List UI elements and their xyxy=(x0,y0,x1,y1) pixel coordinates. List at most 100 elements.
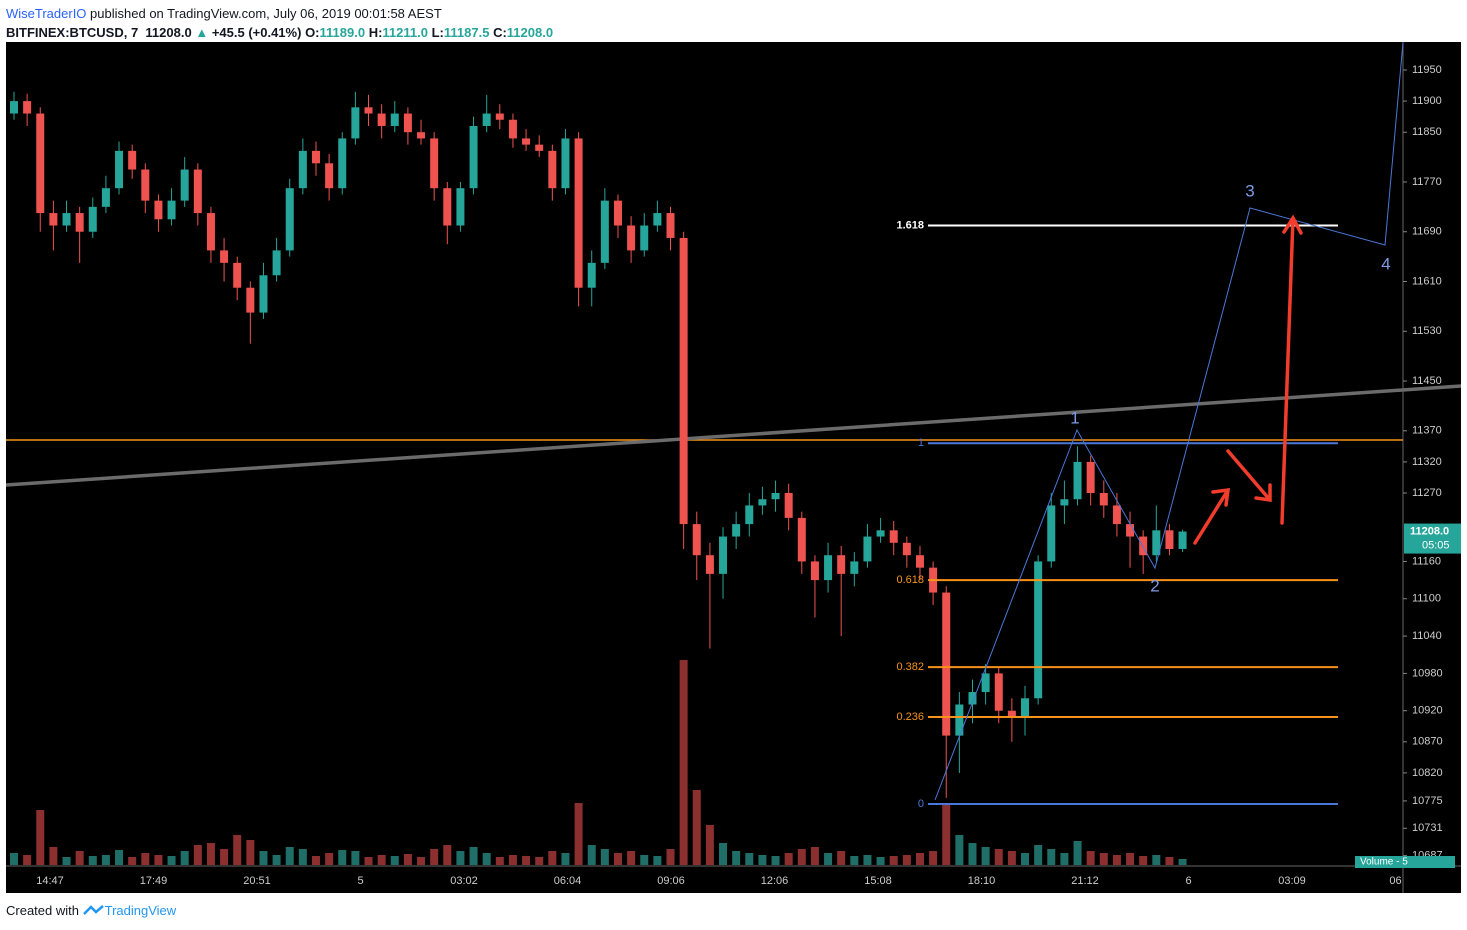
fib-label: 0.382 xyxy=(896,661,924,673)
volume-bar xyxy=(1047,849,1056,865)
candle-body xyxy=(469,125,478,189)
volume-bar xyxy=(128,857,137,865)
fib-label: 0 xyxy=(918,798,924,810)
y-tick-label: 10980 xyxy=(1412,667,1443,679)
volume-box xyxy=(1355,856,1455,868)
volume-bar xyxy=(430,849,439,865)
ohlc-value: 11211.0 xyxy=(382,25,428,40)
y-tick-label: 11040 xyxy=(1412,630,1442,642)
brand[interactable]: TradingView xyxy=(104,903,177,918)
candle-body xyxy=(889,530,898,543)
fib-label: 1 xyxy=(918,437,924,449)
candle-body xyxy=(23,101,32,114)
volume-bar xyxy=(719,843,728,865)
volume-bar xyxy=(62,857,71,865)
ohlc-label: C: xyxy=(493,25,507,40)
candle-body xyxy=(640,225,649,251)
candle-body xyxy=(62,213,71,226)
wave-label: 1 xyxy=(1070,408,1079,427)
volume-bar xyxy=(259,851,268,865)
x-tick-label: 03:09 xyxy=(1278,875,1306,887)
x-tick-label: 06 xyxy=(1389,875,1401,887)
volume-bar xyxy=(1139,856,1148,865)
volume-bar xyxy=(220,849,229,865)
x-tick-label: 18:10 xyxy=(968,875,996,887)
ohlc-value: 11208.0 xyxy=(506,25,554,40)
candle-body xyxy=(679,237,688,525)
volume-bar xyxy=(771,856,780,865)
volume-bar xyxy=(640,855,649,865)
volume-bar xyxy=(246,840,255,865)
candle-body xyxy=(430,138,439,189)
candle-body xyxy=(968,692,977,705)
volume-bar xyxy=(889,856,898,865)
candle-body xyxy=(443,188,452,226)
fib-label: 0.236 xyxy=(896,711,924,723)
y-tick-label: 11370 xyxy=(1412,425,1442,437)
volume-bar xyxy=(666,849,675,865)
volume-bar xyxy=(88,856,97,865)
volume-bar xyxy=(653,856,662,865)
candle-body xyxy=(1086,461,1095,494)
volume-bar xyxy=(797,849,806,865)
candle-body xyxy=(942,592,951,736)
volume-bar xyxy=(180,851,189,865)
volume-bar xyxy=(193,845,202,865)
volume-bar xyxy=(522,856,531,865)
author[interactable]: WiseTraderIO xyxy=(6,6,87,21)
volume-bar xyxy=(1126,853,1135,865)
y-tick-label: 11610 xyxy=(1412,275,1442,287)
y-tick-label: 11770 xyxy=(1412,176,1442,188)
y-tick-label: 10731 xyxy=(1412,822,1443,834)
candle-body xyxy=(272,250,281,276)
candle-body xyxy=(1112,505,1121,525)
volume-bar xyxy=(403,854,412,865)
y-tick-label: 10920 xyxy=(1412,705,1443,717)
volume-bar xyxy=(272,855,281,865)
candle-body xyxy=(561,138,570,189)
y-tick-label: 11900 xyxy=(1412,95,1442,107)
candle-body xyxy=(508,119,517,139)
candle-body xyxy=(101,188,110,207)
volume-bar xyxy=(482,853,491,865)
volume-bar xyxy=(692,790,701,865)
created: Created with xyxy=(6,903,79,918)
candle-body xyxy=(1034,561,1043,699)
candle-body xyxy=(285,188,294,251)
volume-bar xyxy=(154,855,163,865)
volume-bar xyxy=(863,855,872,865)
candle-body xyxy=(75,213,84,232)
volume-bar xyxy=(1007,851,1016,865)
volume-bar xyxy=(561,853,570,865)
x-tick-label: 20:51 xyxy=(243,875,271,887)
y-tick-label: 11690 xyxy=(1412,226,1442,238)
trend-line xyxy=(5,384,1462,487)
symbol: BITFINEX:BTCUSD, 7 xyxy=(6,25,139,40)
volume-bar xyxy=(311,856,320,865)
candle-body xyxy=(338,138,347,189)
volume-bar xyxy=(377,855,386,865)
ohlc-label: H: xyxy=(368,25,383,40)
chart: 1195011900118501177011690116101153011450… xyxy=(5,41,1462,893)
x-tick-label: 17:49 xyxy=(140,875,168,887)
candle-body xyxy=(1099,493,1108,506)
candle-body xyxy=(627,225,636,251)
x-tick-label: 06:04 xyxy=(554,875,582,887)
y-tick-label: 11850 xyxy=(1412,126,1442,138)
candle-body xyxy=(167,200,176,220)
y-tick-label: 11530 xyxy=(1412,325,1442,337)
candle-body xyxy=(246,287,255,313)
volume-bar xyxy=(1165,857,1174,865)
volume-bar xyxy=(1034,845,1043,865)
candle-body xyxy=(351,107,360,139)
volume-bar xyxy=(508,855,517,865)
candle-body xyxy=(1126,524,1135,537)
volume-bar xyxy=(115,850,124,865)
y-tick-label: 11160 xyxy=(1412,555,1441,567)
ohlc-value: 11187.5 xyxy=(443,25,490,40)
candle-body xyxy=(705,555,714,574)
countdown: 05:05 xyxy=(1422,539,1450,551)
candle-body xyxy=(837,555,846,574)
x-tick-label: 14:47 xyxy=(36,875,64,887)
last-price: 11208.0 xyxy=(1410,525,1449,537)
